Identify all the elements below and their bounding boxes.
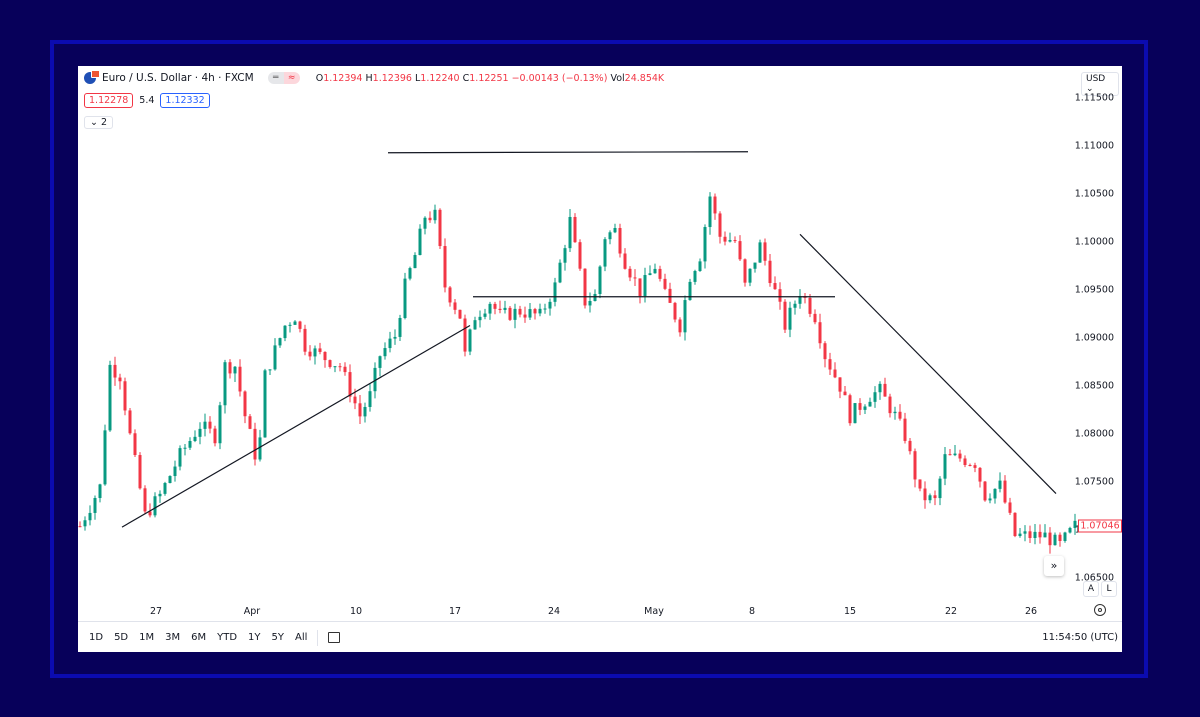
price-axis[interactable]: 1.11500 1.11000 1.10500 1.10000 1.09500 1.090… [1074, 66, 1122, 606]
hide-icon[interactable]: ═ [267, 72, 284, 84]
time-tick: 8 [748, 606, 756, 617]
divider [317, 629, 319, 646]
price-tick: 1.10000 [1074, 236, 1114, 248]
range-1m[interactable]: 1M [139, 632, 155, 643]
currency-select[interactable]: USD ⌄ [1081, 72, 1119, 96]
visibility-toggle[interactable]: ═ ≈ [267, 72, 300, 84]
trendline-falling-resistance[interactable] [799, 233, 1057, 494]
eurusd-flag-icon [84, 70, 100, 84]
time-tick: Apr [243, 606, 261, 617]
range-5d[interactable]: 5D [114, 632, 129, 643]
time-tick: 22 [944, 606, 958, 617]
price-tick: 1.08500 [1074, 380, 1114, 392]
price-tick: 1.11500 [1074, 92, 1114, 104]
auto-scale-button[interactable]: A [1083, 581, 1099, 597]
chart-panel: Euro / U.S. Dollar · 4h · FXCM ═ ≈ O1.12… [78, 66, 1122, 652]
candlestick-plot[interactable] [78, 66, 1078, 606]
time-tick: 17 [448, 606, 462, 617]
sell-price-button[interactable]: 1.12278 [84, 93, 134, 108]
range-ytd[interactable]: YTD [217, 632, 238, 643]
symbol-title[interactable]: Euro / U.S. Dollar · 4h · FXCM [102, 72, 254, 84]
range-all[interactable]: All [295, 632, 308, 643]
time-tick: 26 [1024, 606, 1038, 617]
price-tick: 1.08000 [1074, 428, 1114, 440]
time-tick: May [644, 606, 664, 617]
time-tick: 27 [149, 606, 163, 617]
price-tick: 1.09500 [1074, 284, 1114, 296]
settings-gear-icon[interactable] [1094, 604, 1106, 616]
scroll-to-realtime-button[interactable]: » [1044, 556, 1064, 576]
go-to-date-calendar-icon[interactable] [328, 632, 341, 643]
symbol-legend: Euro / U.S. Dollar · 4h · FXCM ═ ≈ O1.12… [84, 70, 665, 84]
price-tick: 1.10500 [1074, 188, 1114, 200]
bid-ask-row: 1.12278 5.4 1.12332 [84, 93, 210, 108]
log-scale-button[interactable]: L [1101, 581, 1117, 597]
range-5y[interactable]: 5Y [271, 632, 285, 643]
price-tick: 1.06500 [1074, 572, 1114, 584]
range-3m[interactable]: 3M [165, 632, 181, 643]
price-tick: 1.09000 [1074, 332, 1114, 344]
indicators-collapse-button[interactable]: ⌄ 2 [84, 116, 114, 129]
time-tick: 24 [547, 606, 561, 617]
price-tick: 1.11000 [1074, 140, 1114, 152]
range-1y[interactable]: 1Y [248, 632, 261, 643]
price-tick: 1.07500 [1074, 476, 1114, 488]
range-6m[interactable]: 6M [191, 632, 207, 643]
ohlc-values: O1.12394 H1.12396 L1.12240 C1.12251 −0.0… [315, 72, 665, 84]
clock-utc[interactable]: 11:54:50 (UTC) [1042, 632, 1118, 643]
trendline-rising-support[interactable] [121, 325, 471, 528]
wave-icon[interactable]: ≈ [283, 72, 300, 84]
last-price-label: 1.07046 [1078, 519, 1122, 533]
range-1d[interactable]: 1D [89, 632, 104, 643]
buy-price-button[interactable]: 1.12332 [160, 93, 210, 108]
spread-value: 5.4 [139, 95, 155, 106]
time-tick: 15 [843, 606, 857, 617]
time-axis[interactable]: 27 Apr 10 17 24 May 8 15 22 26 [78, 602, 1078, 622]
time-tick: 10 [349, 606, 363, 617]
trendline-range-top[interactable] [387, 151, 749, 154]
outer-frame [50, 40, 1148, 678]
bottom-toolbar: 1D 5D 1M 3M 6M YTD 1Y 5Y All 11:54:50 (UTC) [78, 621, 1122, 653]
